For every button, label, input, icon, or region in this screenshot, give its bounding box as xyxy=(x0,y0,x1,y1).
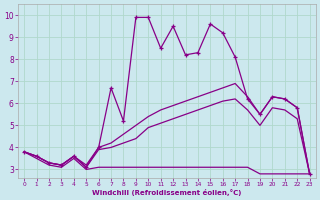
X-axis label: Windchill (Refroidissement éolien,°C): Windchill (Refroidissement éolien,°C) xyxy=(92,189,242,196)
